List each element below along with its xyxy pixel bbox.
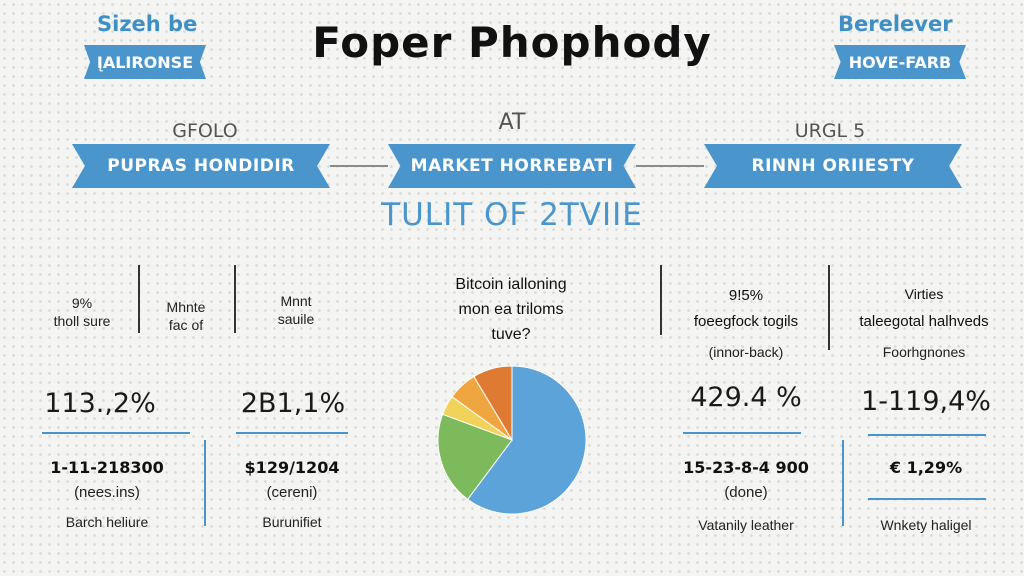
- stat-3-foot: Burunifiet: [262, 514, 322, 530]
- chart-question-line2: mon ea triloms: [458, 301, 564, 318]
- stat-4-value: 429.4 %: [690, 382, 802, 413]
- stat-2-label-line2: fac of: [168, 317, 204, 333]
- stat-1-value: 113.,2%: [44, 388, 156, 419]
- pie-slice-5: [473, 365, 513, 442]
- ribbon-market-label: MARKET HORREBATI: [410, 156, 614, 176]
- ribbon-connector-right: [636, 165, 704, 167]
- stat-5-value: 1-119,4%: [861, 386, 991, 417]
- stat-4-label-line3: (innor-back): [708, 344, 784, 360]
- ribbon-2-above: AT: [498, 110, 526, 135]
- stat-1-label-line2: tholl sure: [53, 313, 111, 329]
- stat-1-label: 9% tholl sure: [40, 294, 124, 330]
- top-right-ribbon: HOVE-FARB: [834, 45, 966, 79]
- stat-3-label-line1: Mnnt: [280, 293, 312, 309]
- stat-5-mid: € 1,29%: [889, 458, 963, 477]
- pie-slice-2: [437, 413, 513, 500]
- stat-3-rule: [236, 432, 348, 434]
- divider-right-bottom: [842, 440, 844, 526]
- pie-chart: [437, 365, 587, 515]
- top-right-heading: Berelever: [838, 12, 953, 36]
- stat-5-label-line2: taleegotal halhveds: [859, 313, 989, 330]
- top-left-ribbon-label: ĮALIRONSE: [96, 52, 194, 72]
- stat-4-label-line2: foeegfock togils: [693, 313, 799, 330]
- stat-2-label: Mhnte fac of: [150, 298, 222, 334]
- stat-1-label-line1: 9%: [71, 295, 93, 311]
- stat-1-rule: [42, 432, 190, 434]
- stat-4-label-line1: 9!5%: [728, 287, 764, 304]
- subtitle: TULIT OF 2TVIIE: [381, 197, 643, 233]
- stat-3-value: 2B1,1%: [240, 388, 346, 419]
- ribbon-1-above: GFOLO: [172, 120, 238, 142]
- stat-4-paren: (done): [724, 484, 768, 501]
- chart-question-line1: Bitcoin ialloning: [455, 276, 567, 293]
- divider-left-2: [234, 265, 236, 333]
- ribbon-market: MARKET HORREBATI: [388, 144, 636, 188]
- page-title: Foper Phophody: [312, 18, 712, 67]
- top-right-ribbon-label: HOVE-FARB: [848, 52, 952, 72]
- top-left-ribbon: ĮALIRONSE: [84, 45, 206, 79]
- ribbon-3-above: URGL 5: [794, 120, 866, 142]
- divider-right-2: [828, 265, 830, 350]
- stat-1-foot: Barch heliure: [65, 514, 149, 530]
- divider-left-bottom: [204, 440, 206, 526]
- divider-left-1: [138, 265, 140, 333]
- divider-right-1: [660, 265, 662, 335]
- stat-4-mid: 15-23-8-4 900: [683, 458, 809, 477]
- stat-4-rule: [683, 432, 801, 434]
- pie-slice-1: [466, 365, 587, 515]
- chart-question: Bitcoin ialloning mon ea triloms tuve?: [420, 272, 602, 347]
- stat-3-label-line2: sauile: [277, 311, 315, 327]
- ribbon-rinnh-label: RINNH ORIIESTY: [751, 156, 915, 176]
- stat-1-mid: 1-11-218300: [50, 458, 164, 477]
- stat-1-paren: (nees.ins): [74, 484, 140, 501]
- top-left-heading: Sizeh be: [97, 12, 198, 36]
- ribbon-connector-left: [330, 165, 388, 167]
- stat-3-label: Mnnt sauile: [254, 292, 338, 328]
- ribbon-pupras-label: PUPRAS HONDIDIR: [107, 156, 295, 176]
- ribbon-pupras: PUPRAS HONDIDIR: [72, 144, 330, 188]
- stat-4-foot: Vatanily leather: [698, 517, 794, 533]
- stat-5-label: Virties taleegotal halhveds: [838, 280, 1010, 336]
- stat-5-rule-bottom: [868, 498, 986, 500]
- stat-4-label: 9!5% foeegfock togils: [676, 283, 816, 335]
- stat-3-mid: $129/1204: [244, 458, 340, 477]
- ribbon-rinnh: RINNH ORIIESTY: [704, 144, 962, 188]
- chart-question-line3: tuve?: [491, 326, 531, 343]
- stat-5-label-line1: Virties: [904, 286, 944, 302]
- stat-2-label-line1: Mhnte: [166, 299, 206, 315]
- stat-5-rule: [868, 434, 986, 436]
- stat-3-paren: (cereni): [266, 484, 318, 501]
- stat-5-foot: Wnkety haligel: [880, 517, 972, 533]
- stat-5-label-line3: Foorhgnones: [882, 344, 966, 360]
